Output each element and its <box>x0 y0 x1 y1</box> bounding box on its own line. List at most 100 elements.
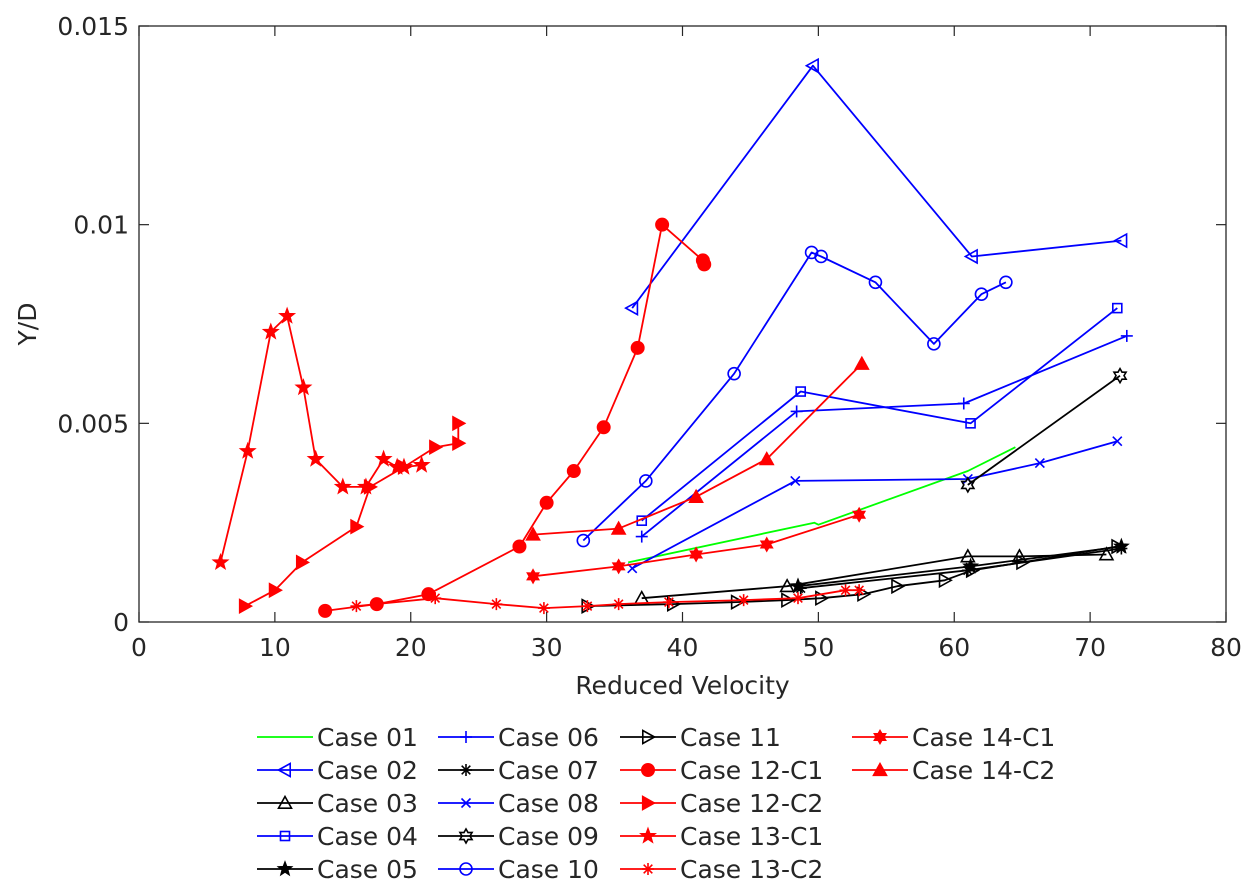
data-point-case-10 <box>999 275 1013 290</box>
series-case-06 <box>635 329 1133 543</box>
data-point-case-13-c2 <box>839 584 852 597</box>
data-point-case-12-c1 <box>596 420 611 435</box>
data-point-case-08 <box>1034 458 1045 469</box>
data-point-case-13-c1 <box>238 441 257 459</box>
data-point-case-12-c2 <box>452 435 467 452</box>
data-point-case-07 <box>794 582 807 595</box>
data-point-case-10 <box>974 287 989 302</box>
data-point-case-12-c2 <box>350 518 365 535</box>
data-point-case-11 <box>781 592 796 609</box>
y-tick-label: 0.015 <box>57 12 129 41</box>
data-point-case-12-c2 <box>295 554 311 571</box>
data-point-case-04 <box>1112 302 1123 314</box>
series-case-14-c2 <box>525 355 870 541</box>
data-point-case-10 <box>814 249 828 264</box>
series-case-13-c1 <box>211 306 431 571</box>
data-point-case-13-c1 <box>374 449 393 467</box>
data-point-case-12-c2 <box>429 439 444 456</box>
data-point-case-13-c2 <box>350 600 363 613</box>
ticks-layer: 0 10 20 30 40 50 60 70 80 0 0.005 0.01 0.015 <box>57 12 1241 662</box>
series-layer <box>211 57 1133 618</box>
legend-marker <box>873 728 887 746</box>
data-point-case-13-c1 <box>333 477 352 495</box>
legend-entry-case-10: Case 10 <box>438 855 599 884</box>
data-point-case-06 <box>957 397 970 410</box>
x-tick-label: 70 <box>1074 633 1106 662</box>
data-point-case-06 <box>635 530 648 543</box>
series-line-case-06 <box>641 335 1128 538</box>
series-case-13-c2 <box>350 584 866 615</box>
data-point-case-04 <box>795 386 807 397</box>
data-point-case-13-c1 <box>278 306 297 324</box>
data-point-case-11 <box>730 594 745 610</box>
series-line-case-10 <box>582 251 1007 542</box>
legend-entry-case-04: Case 04 <box>257 822 418 851</box>
legend-label: Case 06 <box>498 723 599 752</box>
legend-entry-case-08: Case 08 <box>438 789 599 818</box>
data-point-case-13-c1 <box>412 455 431 473</box>
legend-label: Case 14-C1 <box>912 723 1055 752</box>
legend-entry-case-03: Case 03 <box>257 789 418 818</box>
legend-label: Case 14-C2 <box>912 756 1055 785</box>
legend-label: Case 09 <box>498 822 599 851</box>
legend-label: Case 11 <box>680 723 781 752</box>
legend-marker <box>279 830 291 842</box>
legend-label: Case 13-C1 <box>680 822 823 851</box>
series-line-case-02 <box>631 64 1122 309</box>
legend-marker <box>458 827 474 845</box>
data-point-case-12-c1 <box>630 340 645 355</box>
x-tick-label: 30 <box>531 633 563 662</box>
legend-entry-case-13-c2: Case 13-C2 <box>620 855 823 884</box>
data-point-case-08 <box>1112 436 1123 447</box>
data-point-case-02 <box>624 300 639 316</box>
data-point-case-13-c2 <box>737 594 750 607</box>
data-point-case-13-c2 <box>429 592 442 605</box>
data-point-case-13-c2 <box>537 602 550 615</box>
x-tick-label: 80 <box>1210 633 1242 662</box>
data-point-case-11 <box>1111 538 1126 555</box>
data-point-case-12-c2 <box>238 598 254 614</box>
legend-marker <box>276 762 292 778</box>
data-point-case-13-c1 <box>294 378 313 396</box>
data-point-case-10 <box>576 533 591 548</box>
x-tick-label: 50 <box>802 633 834 662</box>
series-case-09 <box>960 367 1128 494</box>
data-point-case-14-c1 <box>611 558 626 575</box>
legend-entry-case-06: Case 06 <box>438 723 599 752</box>
legend-marker <box>641 729 657 745</box>
legend-label: Case 10 <box>498 855 599 884</box>
data-point-case-03 <box>1098 546 1115 561</box>
legend-label: Case 02 <box>317 756 418 785</box>
legend-entry-case-12-c1: Case 12-C1 <box>620 756 823 785</box>
data-point-case-13-c1 <box>306 449 325 467</box>
legend-marker <box>638 826 658 844</box>
data-point-case-12-c1 <box>697 257 712 272</box>
data-point-case-14-c2 <box>854 355 870 370</box>
data-point-case-10 <box>868 275 883 290</box>
legend-entry-case-01: Case 01 <box>257 723 418 752</box>
y-tick-label: 0 <box>113 608 129 637</box>
data-point-case-10 <box>639 474 653 488</box>
legend-marker <box>460 731 472 743</box>
data-point-case-14-c2 <box>525 526 541 541</box>
series-case-12-c1 <box>318 217 712 618</box>
legend-label: Case 08 <box>498 789 599 818</box>
data-point-case-03 <box>779 578 795 593</box>
data-point-case-13-c2 <box>853 584 866 597</box>
series-case-01 <box>628 446 1016 564</box>
data-point-case-13-c2 <box>662 596 675 609</box>
data-point-case-12-c1 <box>318 603 333 618</box>
data-point-case-02 <box>804 57 819 74</box>
data-point-case-12-c1 <box>512 539 527 554</box>
data-point-case-14-c1 <box>759 536 774 553</box>
data-point-case-06 <box>790 405 803 418</box>
legend-entry-case-11: Case 11 <box>620 723 781 752</box>
legend-label: Case 04 <box>317 822 418 851</box>
data-point-case-08 <box>790 475 801 487</box>
data-point-case-14-c2 <box>688 488 704 503</box>
legend-marker <box>276 860 294 877</box>
series-case-02 <box>624 57 1128 316</box>
x-tick-label: 0 <box>131 633 147 662</box>
legend-entry-case-14-c1: Case 14-C1 <box>852 723 1055 752</box>
data-point-case-13-c2 <box>791 592 804 605</box>
